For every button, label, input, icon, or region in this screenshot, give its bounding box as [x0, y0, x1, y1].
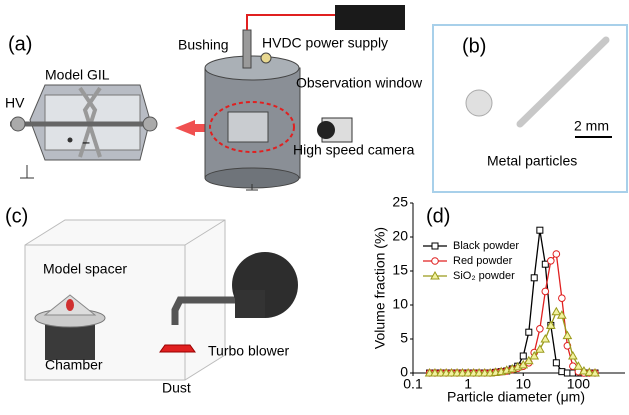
legend-label: Red powder: [453, 255, 513, 267]
annotation: HVDC power supply: [262, 35, 388, 51]
x-tick-label: 100: [567, 376, 591, 392]
data-point: [536, 345, 544, 352]
annotation: High speed camera: [293, 142, 415, 158]
panel-label: (d): [426, 205, 450, 227]
annotation: Model GIL: [45, 67, 110, 83]
panel-a-art: [10, 5, 405, 190]
y-tick-label: 20: [392, 228, 408, 244]
legend-label: SiO₂ powder: [453, 270, 515, 282]
annotation: Chamber: [45, 357, 103, 373]
annotation: Dust: [162, 380, 191, 396]
legend-marker: [432, 243, 438, 249]
y-axis-label: Volume fraction (%): [372, 227, 388, 349]
data-point: [531, 275, 537, 281]
data-point: [526, 329, 532, 335]
annotation: HV: [5, 95, 25, 111]
y-tick-label: 15: [392, 262, 408, 278]
x-tick-label: 10: [515, 376, 531, 392]
data-point: [520, 353, 526, 359]
data-point: [548, 258, 555, 265]
y-tick-label: 5: [400, 330, 408, 346]
data-point: [553, 360, 559, 366]
data-point: [537, 326, 544, 333]
x-tick-label: 0.1: [403, 376, 423, 392]
x-tick-label: 1: [464, 376, 472, 392]
panel-label: (a): [8, 33, 32, 55]
figure: (a) Bushing HVDC power supply Model GIL …: [0, 0, 629, 410]
data-point: [553, 251, 560, 258]
data-point: [552, 308, 560, 315]
data-point: [541, 335, 549, 342]
legend-marker: [432, 258, 439, 265]
panel-label: (c): [5, 205, 28, 227]
data-point: [563, 332, 571, 339]
data-point: [537, 227, 543, 233]
annotation: Observation window: [296, 75, 423, 91]
annotation: Bushing: [178, 37, 229, 53]
annotation: Model spacer: [43, 261, 127, 277]
page: (a) Bushing HVDC power supply Model GIL …: [0, 0, 629, 415]
y-tick-label: 10: [392, 296, 408, 312]
y-tick-label: 25: [392, 194, 408, 210]
data-point: [559, 295, 566, 302]
caption: Metal particles: [487, 153, 577, 169]
annotation: Turbo blower: [208, 343, 290, 359]
legend-label: Black powder: [453, 240, 519, 252]
data-point: [542, 288, 549, 295]
annotation: −: [82, 135, 90, 151]
scale-label: 2 mm: [574, 118, 609, 134]
panel-label: (b): [462, 35, 486, 57]
